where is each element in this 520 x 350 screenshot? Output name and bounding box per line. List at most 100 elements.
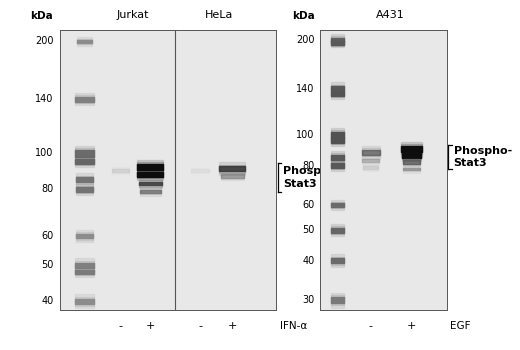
Bar	[75, 294, 94, 308]
Bar	[331, 228, 344, 233]
Bar	[75, 148, 94, 158]
Bar	[331, 153, 344, 161]
Bar	[76, 184, 93, 195]
Bar	[363, 164, 379, 171]
Bar	[112, 167, 129, 174]
Text: 100: 100	[296, 130, 315, 140]
Bar	[75, 261, 94, 270]
Bar	[75, 258, 94, 272]
Bar	[331, 42, 344, 45]
Text: HeLa: HeLa	[205, 10, 233, 20]
Bar	[331, 162, 344, 169]
Bar	[331, 138, 344, 143]
Bar	[77, 40, 92, 43]
Text: -: -	[198, 321, 202, 331]
Text: 80: 80	[41, 184, 54, 195]
Bar	[331, 163, 344, 168]
Bar	[219, 166, 245, 171]
Text: EGF: EGF	[450, 321, 470, 331]
Bar	[403, 166, 420, 173]
Bar	[140, 189, 161, 194]
Bar	[75, 270, 94, 274]
Text: 140: 140	[35, 94, 54, 104]
Bar	[402, 158, 421, 166]
Bar	[331, 92, 344, 96]
Bar	[76, 234, 93, 238]
Bar	[331, 155, 344, 160]
Bar	[363, 165, 379, 169]
Bar	[112, 168, 129, 173]
Bar	[138, 180, 162, 187]
Text: A431: A431	[375, 10, 404, 20]
Bar	[331, 41, 344, 46]
Text: Phospho-
Stat3: Phospho- Stat3	[453, 146, 512, 168]
Bar	[75, 95, 94, 103]
Bar	[331, 89, 344, 99]
Bar	[76, 173, 93, 186]
Text: Phospho-
Stat3: Phospho- Stat3	[283, 166, 342, 189]
Bar	[362, 150, 380, 155]
Bar	[331, 37, 344, 42]
Bar	[362, 158, 379, 163]
Bar	[138, 182, 162, 186]
Text: 60: 60	[41, 231, 54, 241]
Bar	[137, 162, 163, 172]
Bar	[191, 168, 209, 173]
Bar	[401, 145, 422, 154]
Bar	[331, 128, 344, 142]
Bar	[362, 156, 379, 165]
Text: 100: 100	[35, 148, 54, 159]
Bar	[331, 34, 344, 45]
Bar	[331, 202, 344, 208]
Bar	[331, 82, 344, 95]
Bar	[220, 174, 244, 177]
Bar	[75, 93, 94, 105]
Bar	[76, 176, 93, 184]
Bar	[331, 151, 344, 163]
Bar	[76, 186, 93, 193]
Text: +: +	[407, 321, 416, 331]
Bar	[140, 190, 161, 193]
Bar	[403, 168, 420, 170]
Bar	[75, 97, 94, 102]
Text: +: +	[146, 321, 155, 331]
Text: 60: 60	[303, 200, 315, 210]
Bar	[75, 156, 94, 167]
Bar	[331, 91, 344, 97]
Bar	[331, 86, 344, 91]
Bar	[362, 159, 379, 162]
Bar	[220, 172, 244, 180]
Text: 40: 40	[41, 296, 54, 307]
Bar	[402, 160, 421, 164]
Bar	[75, 269, 94, 275]
Bar	[75, 262, 94, 268]
Bar	[75, 297, 94, 306]
Bar	[137, 172, 163, 177]
Bar	[219, 162, 245, 175]
Bar	[75, 150, 94, 156]
Bar	[331, 137, 344, 144]
Text: kDa: kDa	[31, 11, 54, 21]
Bar	[138, 178, 162, 188]
Bar	[401, 146, 422, 153]
Bar	[76, 187, 93, 192]
Text: 140: 140	[296, 84, 315, 94]
Bar	[112, 169, 129, 172]
Bar	[331, 200, 344, 210]
Bar	[137, 164, 163, 170]
Bar	[331, 295, 344, 305]
Text: kDa: kDa	[292, 11, 315, 21]
Bar	[362, 148, 380, 156]
Bar	[137, 160, 163, 174]
Bar	[331, 254, 344, 267]
Text: 80: 80	[303, 161, 315, 170]
Text: 30: 30	[303, 295, 315, 305]
Bar	[402, 153, 421, 158]
Bar	[76, 232, 93, 239]
Bar	[402, 152, 421, 159]
Bar	[331, 293, 344, 308]
Bar	[331, 224, 344, 236]
Text: Jurkat: Jurkat	[117, 10, 149, 20]
Bar	[331, 132, 344, 138]
Text: 50: 50	[302, 225, 315, 235]
